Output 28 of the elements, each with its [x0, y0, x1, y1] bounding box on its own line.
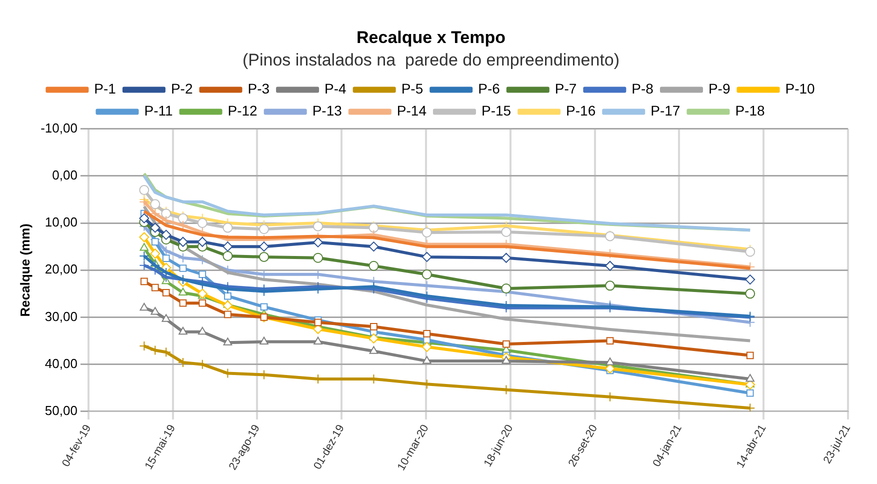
legend-label: P-13 — [312, 102, 342, 119]
y-tick-label: -10,00 — [40, 120, 78, 136]
legend-label: P-6 — [478, 80, 500, 97]
legend-label: P-17 — [650, 102, 680, 119]
legend-label: P-3 — [248, 80, 270, 97]
legend-label: P-12 — [228, 102, 258, 119]
y-tick-label: 50,00 — [44, 403, 78, 418]
legend-label: P-8 — [632, 80, 654, 97]
legend-label: P-18 — [735, 102, 765, 119]
y-tick-label: 10,00 — [44, 214, 78, 230]
legend-label: P-16 — [566, 102, 596, 119]
y-tick-label: 40,00 — [44, 356, 78, 371]
chart-title: Recalque x Tempo — [356, 28, 506, 47]
legend-label: P-15 — [481, 102, 512, 119]
legend-label: P-5 — [401, 80, 424, 97]
chart-subtitle: (Pinos instalados na parede do empreendimento) — [242, 50, 620, 70]
legend-label: P-11 — [144, 102, 173, 119]
y-axis-title: Recalque (mm) — [17, 224, 32, 317]
legend-label: P-14 — [396, 102, 427, 119]
y-tick-label: 30,00 — [44, 308, 78, 324]
legend-label: P-7 — [554, 80, 577, 97]
legend-label: P-2 — [170, 80, 193, 97]
y-tick-label: 0,00 — [52, 167, 78, 182]
legend-label: P-1 — [94, 80, 116, 97]
legend-label: P-4 — [324, 80, 347, 97]
y-tick-label: 20,00 — [44, 262, 78, 277]
legend-label: P-10 — [785, 80, 816, 97]
legend-label: P-9 — [708, 80, 730, 97]
